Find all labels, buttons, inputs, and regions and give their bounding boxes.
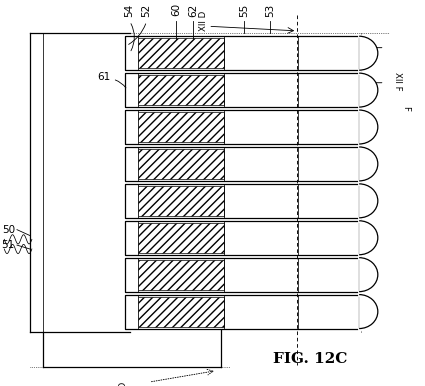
Text: XII D: XII D [119,382,128,386]
Text: 55: 55 [239,4,249,17]
Bar [138,112,224,142]
Bar [125,295,359,328]
Bar [125,110,359,144]
Bar [138,223,224,253]
Text: 62: 62 [188,4,198,17]
Bar [125,110,359,144]
Text: 52: 52 [142,4,152,17]
Bar [138,186,224,216]
Wedge shape [359,36,378,70]
Bar [125,221,138,255]
Wedge shape [359,221,378,255]
Text: FIG. 12C: FIG. 12C [273,352,347,366]
Bar [125,258,359,292]
Text: 61: 61 [97,72,110,82]
Bar [125,36,138,70]
Bar [125,73,138,107]
Text: 50: 50 [2,225,15,235]
Bar [125,221,359,255]
Bar [125,258,359,292]
Bar [125,184,359,218]
Bar [125,221,359,255]
Bar [125,110,138,144]
Bar [125,295,138,328]
Bar [125,295,359,328]
Bar [125,184,138,218]
Bar [125,73,359,107]
Wedge shape [359,258,378,292]
Text: 53: 53 [265,4,275,17]
Wedge shape [359,147,378,181]
Bar [125,36,359,70]
Bar [125,147,359,181]
Bar [138,75,224,105]
Text: F: F [401,106,411,110]
Bar [125,147,138,181]
Text: XII F: XII F [393,72,402,90]
Bar [138,260,224,290]
Bar [138,296,224,327]
Bar [125,184,359,218]
Wedge shape [359,110,378,144]
Wedge shape [359,184,378,218]
Bar [138,38,224,68]
Text: XII D: XII D [199,11,208,31]
Bar [125,73,359,107]
Wedge shape [359,295,378,328]
Text: 60: 60 [171,3,181,16]
Bar [125,36,359,70]
Bar [125,258,138,292]
Wedge shape [359,73,378,107]
Bar [125,147,359,181]
Text: 54: 54 [125,4,135,17]
Bar [138,149,224,179]
Text: 51: 51 [2,240,15,250]
